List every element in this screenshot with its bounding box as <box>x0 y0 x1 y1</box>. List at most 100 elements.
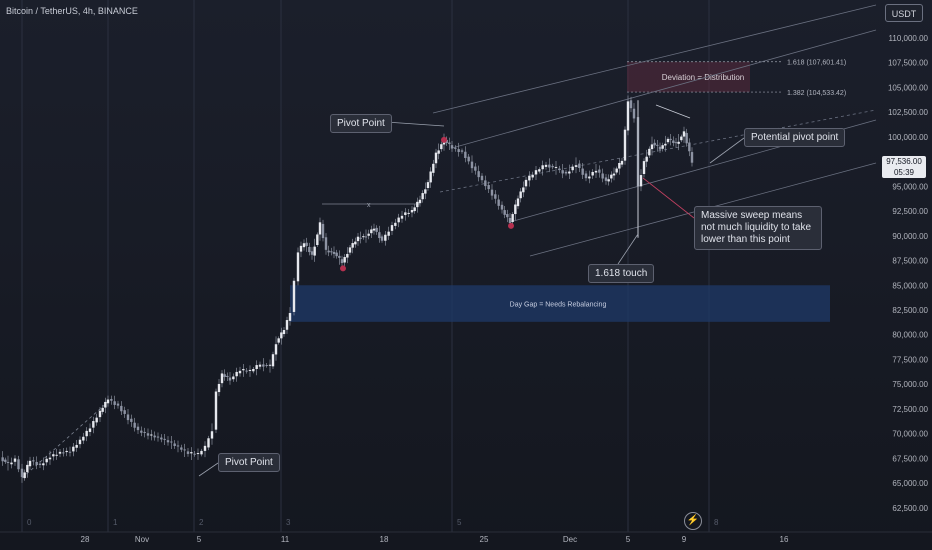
candle-body <box>669 138 672 140</box>
candle-body <box>661 145 664 149</box>
candle-body <box>400 215 404 219</box>
candle-body <box>457 149 460 153</box>
x-axis-tick: 25 <box>480 535 489 544</box>
candle-body <box>85 430 88 437</box>
last-price-tag: 97,536.00 05:39 <box>882 156 926 178</box>
candle-body <box>258 364 262 367</box>
week-marker: 8 <box>714 518 719 527</box>
channel-line <box>451 29 877 149</box>
candle-body <box>271 354 275 367</box>
candle-body <box>10 462 13 465</box>
candle-body <box>467 156 470 162</box>
candle-body <box>186 451 190 454</box>
callout-potential-pivot: Potential pivot point <box>744 128 846 147</box>
candle-body <box>538 169 541 172</box>
candle-body <box>116 403 120 406</box>
candle-body <box>262 364 265 367</box>
y-axis-tick: 95,000.00 <box>892 182 928 191</box>
candle-body <box>626 101 630 131</box>
candle-body <box>571 166 574 171</box>
candle-body <box>354 241 357 245</box>
candle-body <box>318 222 322 235</box>
candle-body <box>390 225 394 231</box>
candle-body <box>442 141 446 145</box>
candle-body <box>618 162 621 169</box>
candle-body <box>92 421 95 428</box>
candle-body <box>424 189 427 194</box>
candle-body <box>500 204 504 210</box>
candle-body <box>338 255 341 258</box>
candle-body <box>101 407 104 412</box>
candle-body <box>193 453 196 455</box>
currency-button[interactable]: USDT <box>885 4 923 22</box>
candle-body <box>464 151 467 159</box>
candle-body <box>242 369 245 371</box>
candle-body <box>672 140 675 143</box>
candle-body <box>607 179 610 182</box>
candle-body <box>682 131 686 137</box>
candle-body <box>20 468 24 478</box>
bar-countdown: 05:39 <box>893 168 915 177</box>
chart-title: Bitcoin / TetherUS, 4h, BINANCE <box>6 6 138 16</box>
candle-body <box>136 426 140 431</box>
candle-body <box>584 173 588 179</box>
candle-body <box>88 428 92 432</box>
candle-body <box>429 171 432 183</box>
callout-arrow <box>617 233 639 265</box>
candle-body <box>183 449 186 451</box>
candle-body <box>487 185 490 190</box>
candle-body <box>72 446 75 452</box>
channel-line <box>432 4 877 114</box>
candle-body <box>163 438 166 440</box>
candle-body <box>232 376 235 380</box>
candle-body <box>133 422 136 428</box>
candle-body <box>268 364 272 366</box>
candle-body <box>516 198 520 207</box>
candle-body <box>421 193 424 200</box>
candle-body <box>55 454 58 456</box>
candle-body <box>658 146 662 150</box>
candle-body <box>648 148 651 156</box>
candle-body <box>196 453 200 455</box>
candle-body <box>664 143 667 146</box>
candle-body <box>413 207 416 212</box>
candle-body <box>554 166 558 168</box>
candle-body <box>140 430 143 433</box>
y-axis-tick: 70,000.00 <box>892 430 928 439</box>
candle-body <box>506 214 509 218</box>
candle-body <box>514 204 517 215</box>
candle-body <box>484 180 487 187</box>
week-marker: 1 <box>113 518 118 527</box>
candle-body <box>277 338 280 343</box>
channel-line <box>439 109 877 193</box>
candle-body <box>126 414 130 421</box>
trend-line <box>21 401 109 479</box>
candle-body <box>604 177 608 181</box>
candle-body <box>146 433 150 436</box>
candle-body <box>98 410 102 418</box>
candle-body <box>48 457 52 460</box>
lightning-icon[interactable]: ⚡ <box>684 512 702 530</box>
candle-body <box>285 320 289 330</box>
candle-body <box>548 164 551 168</box>
week-marker: 2 <box>199 518 204 527</box>
candle-body <box>416 201 419 208</box>
candle-body <box>394 222 397 226</box>
candle-body <box>387 231 390 236</box>
week-marker: 5 <box>457 518 462 527</box>
candle-body <box>17 459 20 470</box>
candle-body <box>629 100 633 109</box>
candle-body <box>351 243 354 248</box>
candle-body <box>265 365 268 367</box>
candle-body <box>68 451 72 453</box>
candle-body <box>228 377 232 381</box>
pivot-dot <box>441 136 447 143</box>
candle-body <box>362 236 365 238</box>
candle-body <box>367 233 370 236</box>
candle-body <box>437 150 440 154</box>
candle-body <box>207 438 210 448</box>
candle-body <box>343 257 346 263</box>
callout-arrow <box>642 177 695 219</box>
